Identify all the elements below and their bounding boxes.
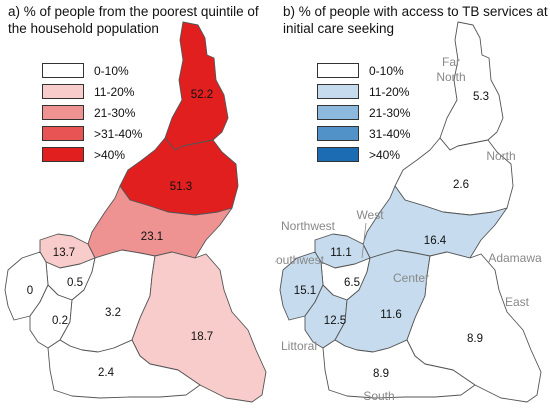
legend-label: 31-40%: [369, 126, 411, 141]
legend-item: >40%: [42, 144, 142, 165]
region-east: [406, 251, 542, 403]
value-adamawa: 23.1: [141, 231, 163, 243]
region-far-north: [439, 21, 504, 151]
legend-item: >31-40%: [42, 123, 142, 144]
legend-swatch: [42, 126, 84, 141]
legend-swatch: [42, 147, 84, 162]
value-far-north: 5.3: [473, 91, 489, 103]
legend-swatch: [42, 84, 84, 99]
name-southwest: Southwest: [275, 253, 325, 267]
legend-swatch: [42, 105, 84, 120]
legend-label: 11-20%: [369, 84, 410, 99]
region-south: [322, 339, 476, 399]
legend-swatch: [317, 126, 359, 141]
value-west: 0.5: [67, 277, 83, 289]
legend-label: >40%: [94, 147, 126, 162]
value-south: 2.4: [98, 367, 115, 379]
name-adamawa: Adamawa: [488, 251, 542, 265]
legend-label: 0-10%: [94, 63, 129, 78]
legend-swatch: [317, 105, 359, 120]
legend-swatch: [317, 84, 359, 99]
name-far-north-line2: North: [436, 70, 465, 84]
region-south: [47, 339, 201, 399]
value-north: 51.3: [170, 181, 192, 193]
value-north: 2.6: [453, 179, 469, 191]
value-west: 6.5: [344, 277, 360, 289]
legend-label: >31-40%: [94, 126, 143, 141]
value-south: 8.9: [373, 368, 389, 380]
name-northwest: Northwest: [281, 219, 336, 233]
west-leader-line: [361, 222, 367, 259]
region-name-labels: Far North North Adamawa Northwest West S…: [275, 55, 542, 403]
legend-item: 11-20%: [42, 81, 142, 102]
legend-label: 0-10%: [369, 63, 404, 78]
legend-label: 21-30%: [94, 105, 136, 120]
value-center: 3.2: [105, 307, 121, 319]
name-far-north-line1: Far: [442, 55, 460, 69]
map-panel-tb-access: 5.3 2.6 16.4 11.1 6.5 15.1 12.5 11.6 8.9…: [275, 0, 550, 411]
legend-item: >40%: [317, 144, 410, 165]
legend-item: 0-10%: [42, 60, 142, 81]
name-west: West: [356, 208, 384, 222]
value-littoral: 0.2: [52, 315, 68, 327]
legend-label: >40%: [369, 147, 401, 162]
legend-b: 0-10% 11-20% 21-30% 31-40% >40%: [317, 60, 410, 165]
value-center: 11.6: [380, 309, 402, 321]
legend-label: 21-30%: [369, 105, 411, 120]
value-northwest: 11.1: [330, 247, 352, 259]
name-center: Center: [393, 271, 429, 285]
panel-a-title: a) % of people from the poorest quintile…: [8, 4, 259, 36]
name-north: North: [486, 149, 515, 163]
region-far-north: [164, 21, 229, 151]
map-panel-poorest-quintile: 52.2 51.3 23.1 13.7 0.5 0 0.2 3.2 18.7 2…: [4, 4, 267, 403]
legend-item: 21-30%: [317, 102, 410, 123]
value-far-north: 52.2: [191, 89, 213, 101]
value-northwest: 13.7: [53, 247, 75, 259]
legend-swatch: [42, 63, 84, 78]
legend-label: 11-20%: [94, 84, 135, 99]
legend-item: 0-10%: [317, 60, 410, 81]
name-south: South: [363, 389, 394, 403]
name-east: East: [505, 295, 530, 309]
region-east: [131, 251, 267, 403]
value-southwest: 0: [27, 285, 33, 297]
legend-swatch: [317, 147, 359, 162]
name-littoral: Littoral: [281, 339, 317, 353]
legend-a: 0-10% 11-20% 21-30% >31-40% >40%: [42, 60, 142, 165]
value-southwest: 15.1: [294, 285, 316, 297]
panel-b-title: b) % of people with access to TB service…: [283, 4, 548, 36]
choropleth-map-a: 52.2 51.3 23.1 13.7 0.5 0 0.2 3.2 18.7 2…: [4, 21, 267, 403]
legend-item: 21-30%: [42, 102, 142, 123]
region-value-labels: 5.3 2.6 16.4 11.1 6.5 15.1 12.5 11.6 8.9…: [294, 91, 489, 380]
legend-item: 11-20%: [317, 81, 410, 102]
value-east: 18.7: [191, 331, 213, 343]
legend-swatch: [317, 63, 359, 78]
value-adamawa: 16.4: [424, 235, 447, 247]
value-east: 8.9: [467, 333, 483, 345]
value-littoral: 12.5: [324, 315, 346, 327]
choropleth-map-b: 5.3 2.6 16.4 11.1 6.5 15.1 12.5 11.6 8.9…: [275, 21, 542, 403]
legend-item: 31-40%: [317, 123, 410, 144]
region-value-labels: 52.2 51.3 23.1 13.7 0.5 0 0.2 3.2 18.7 2…: [27, 89, 213, 379]
